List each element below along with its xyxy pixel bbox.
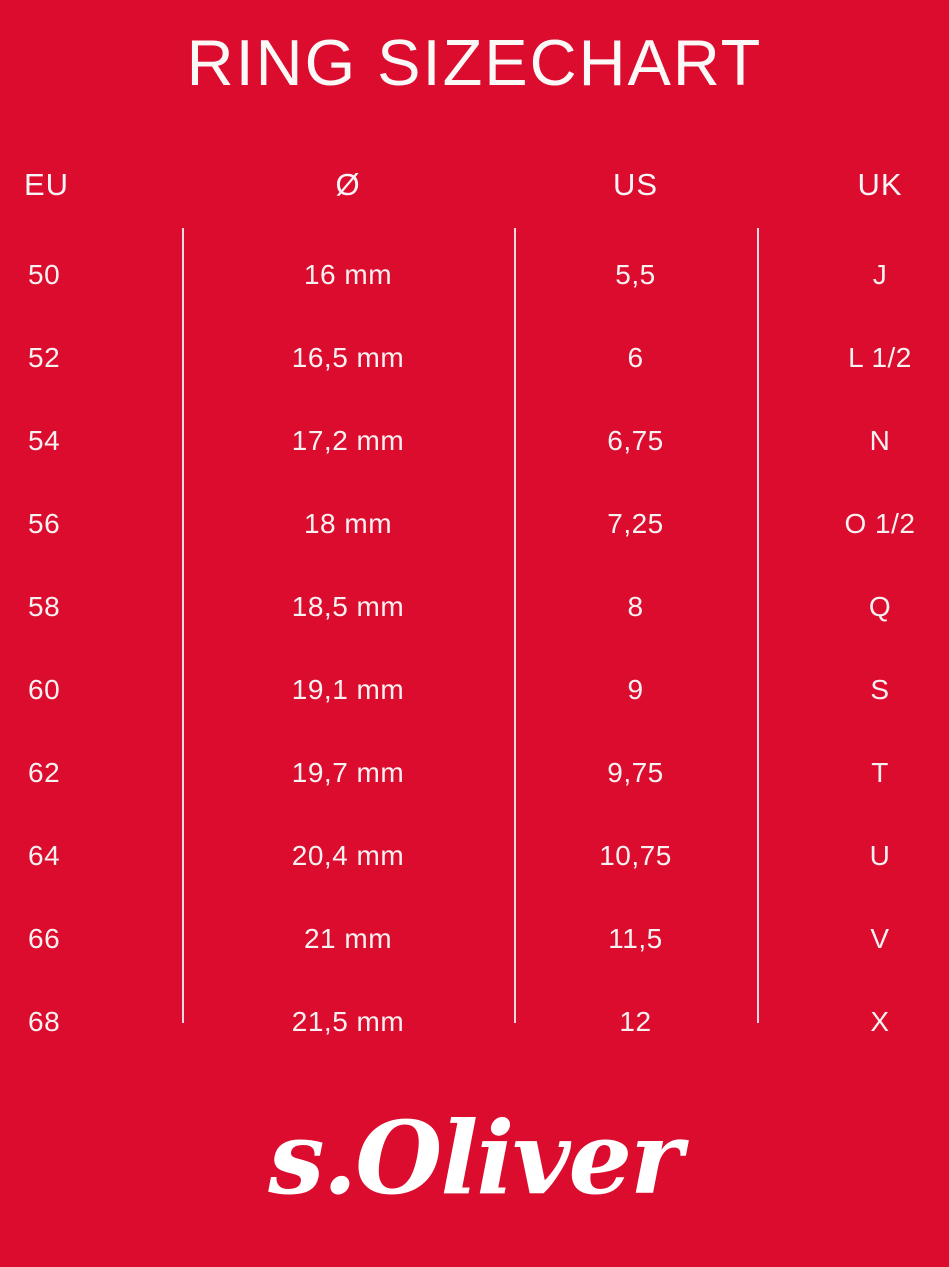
cell-us: 9,75 (607, 756, 664, 788)
cell-eu: 54 (28, 424, 61, 456)
cell-uk: L 1/2 (848, 341, 912, 373)
cell-diameter: 20,4 mm (291, 839, 405, 871)
table-row: 64 20,4 mm 10,75 U (0, 814, 949, 897)
table-row: 54 17,2 mm 6,75 N (0, 399, 949, 482)
column-header-eu: EU (24, 167, 70, 202)
page-title: RING SIZECHART (186, 26, 763, 99)
cell-us: 7,25 (607, 507, 664, 539)
cell-uk: U (869, 839, 891, 871)
soliver-logo: s.Oliver (268, 1099, 683, 1217)
table-row: 50 16 mm 5,5 J (0, 233, 949, 316)
column-header-us: US (612, 167, 659, 202)
table-header-row: EU Ø US UK (0, 152, 949, 218)
cell-eu: 52 (28, 341, 61, 373)
table-row: 62 19,7 mm 9,75 T (0, 731, 949, 814)
cell-us: 5,5 (615, 258, 656, 290)
column-divider-3 (757, 228, 759, 1023)
cell-eu: 62 (28, 756, 61, 788)
cell-eu: 64 (28, 839, 61, 871)
table-row: 66 21 mm 11,5 V (0, 897, 949, 980)
cell-diameter: 16 mm (303, 258, 393, 290)
table-row: 68 21,5 mm 12 X (0, 980, 949, 1063)
cell-eu: 68 (28, 1005, 61, 1037)
column-header-diameter: Ø (335, 167, 361, 202)
cell-diameter: 18,5 mm (291, 590, 405, 622)
cell-uk: O 1/2 (844, 507, 916, 539)
cell-uk: Q (868, 590, 892, 622)
table-row: 58 18,5 mm 8 Q (0, 565, 949, 648)
cell-us: 6 (627, 341, 644, 373)
cell-uk: S (870, 673, 890, 705)
cell-us: 12 (619, 1005, 652, 1037)
table-body: 50 16 mm 5,5 J 52 16,5 mm 6 L 1/2 54 17,2 mm 6,75 N… (0, 233, 949, 1063)
cell-diameter: 19,1 mm (291, 673, 405, 705)
cell-uk: T (871, 756, 889, 788)
cell-eu: 50 (28, 258, 61, 290)
cell-diameter: 21,5 mm (291, 1005, 405, 1037)
cell-eu: 56 (28, 507, 61, 539)
column-header-uk: UK (857, 167, 903, 202)
cell-us: 8 (627, 590, 644, 622)
cell-uk: X (870, 1005, 890, 1037)
cell-diameter: 17,2 mm (291, 424, 405, 456)
column-divider-2 (514, 228, 516, 1023)
table-row: 56 18 mm 7,25 O 1/2 (0, 482, 949, 565)
cell-eu: 66 (28, 922, 61, 954)
cell-uk: J (872, 258, 888, 290)
cell-uk: N (869, 424, 891, 456)
cell-diameter: 19,7 mm (291, 756, 405, 788)
cell-us: 6,75 (607, 424, 664, 456)
table-row: 60 19,1 mm 9 S (0, 648, 949, 731)
cell-diameter: 21 mm (303, 922, 393, 954)
cell-eu: 58 (28, 590, 61, 622)
column-divider-1 (182, 228, 184, 1023)
cell-eu: 60 (28, 673, 61, 705)
cell-diameter: 16,5 mm (291, 341, 405, 373)
cell-uk: V (870, 922, 890, 954)
cell-us: 10,75 (599, 839, 672, 871)
table-row: 52 16,5 mm 6 L 1/2 (0, 316, 949, 399)
cell-us: 9 (627, 673, 644, 705)
cell-diameter: 18 mm (303, 507, 393, 539)
cell-us: 11,5 (608, 922, 663, 954)
